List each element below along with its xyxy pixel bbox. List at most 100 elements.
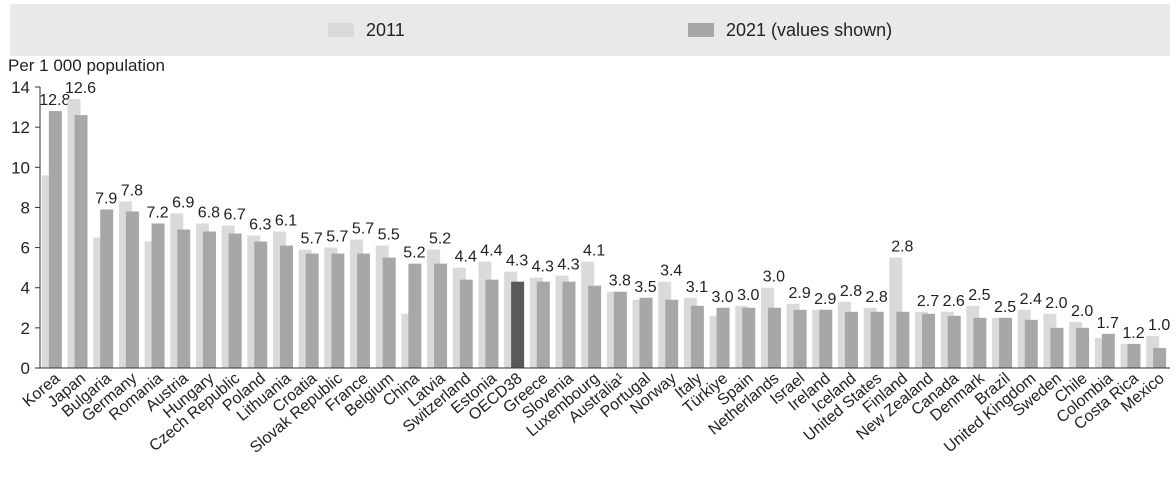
value-label: 12.6: [65, 80, 96, 97]
y-tick-label: 10: [11, 158, 30, 177]
y-tick-label: 2: [21, 319, 30, 338]
value-label: 5.7: [326, 229, 348, 246]
bar-2021: [357, 253, 371, 368]
value-label: 2.5: [994, 299, 1016, 316]
value-label: 6.9: [172, 194, 194, 211]
bar-2021: [639, 297, 653, 368]
bar-2021: [1153, 347, 1167, 368]
value-label: 2.4: [1020, 291, 1042, 308]
value-label: 2.5: [968, 287, 990, 304]
bar-2021: [1101, 333, 1115, 368]
value-label: 5.2: [429, 231, 451, 248]
bar-2021: [228, 233, 242, 368]
bar-2021: [613, 291, 627, 368]
bar-2021: [896, 311, 910, 368]
value-label: 3.0: [763, 269, 785, 286]
bar-2021: [1050, 327, 1064, 368]
value-label: 6.3: [249, 217, 271, 234]
bar-2021: [1127, 343, 1141, 368]
bar-2021: [485, 279, 499, 368]
bar-2021: [922, 313, 936, 368]
value-label: 2.8: [891, 239, 913, 256]
bar-2021: [562, 281, 576, 368]
value-label: 4.3: [557, 257, 579, 274]
bar-2021: [408, 263, 422, 368]
bar-2021: [331, 253, 345, 368]
value-label: 2.0: [1071, 303, 1093, 320]
value-label: 3.5: [634, 279, 656, 296]
y-axis-unit-label: Per 1 000 population: [8, 56, 165, 75]
bar-2021: [947, 315, 961, 368]
bar-2021: [690, 305, 704, 368]
legend-item-2021: 2021 (values shown): [688, 19, 892, 41]
y-tick-label: 12: [11, 118, 30, 137]
bar-2021: [742, 307, 756, 368]
legend-swatch-2021: [688, 23, 714, 37]
bar-2021: [254, 241, 268, 368]
value-label: 6.1: [275, 213, 297, 230]
value-label: 3.0: [711, 289, 733, 306]
legend: 2011 2021 (values shown): [10, 4, 1170, 56]
value-label: 3.0: [737, 287, 759, 304]
value-label: 12.8: [39, 92, 70, 109]
value-label: 5.2: [403, 245, 425, 262]
y-tick-label: 8: [21, 198, 30, 217]
value-label: 1.7: [1097, 315, 1119, 332]
legend-label-2011: 2011: [366, 19, 405, 40]
bar-2021: [999, 317, 1013, 368]
bar-2021: [125, 211, 139, 368]
bar-2021: [151, 223, 165, 368]
value-label: 2.8: [840, 283, 862, 300]
bar-2021: [382, 257, 396, 368]
bar-2021: [305, 253, 319, 368]
value-label: 5.5: [378, 227, 400, 244]
bar-2021: [767, 307, 781, 368]
value-label: 3.1: [686, 279, 708, 296]
value-label: 2.7: [917, 293, 939, 310]
bar-2021: [665, 299, 679, 368]
bar-2021: [716, 307, 730, 368]
bar-2021: [793, 309, 807, 368]
y-tick-label: 0: [21, 359, 30, 378]
value-label: 1.0: [1148, 317, 1170, 334]
value-label: 5.7: [352, 221, 374, 238]
bar-2021: [1024, 319, 1038, 368]
value-label: 7.9: [95, 190, 117, 207]
value-label: 1.2: [1122, 325, 1144, 342]
legend-swatch-2011: [328, 23, 354, 37]
value-label: 3.4: [660, 263, 682, 280]
legend-item-2011: 2011: [328, 19, 405, 41]
bar-2021: [536, 281, 550, 368]
bar-2021: [844, 311, 858, 368]
bar-2021: [48, 111, 62, 368]
value-label: 5.7: [301, 231, 323, 248]
value-label: 3.8: [609, 273, 631, 290]
value-label: 4.4: [455, 249, 477, 266]
y-tick-label: 6: [21, 239, 30, 258]
bar-2021: [870, 311, 884, 368]
bar-2021: [511, 281, 525, 368]
bar-2021: [588, 285, 602, 368]
bar-2021: [459, 279, 473, 368]
value-label: 4.1: [583, 243, 605, 260]
value-label: 2.8: [866, 289, 888, 306]
value-label: 2.9: [814, 291, 836, 308]
bar-2021: [819, 309, 833, 368]
value-label: 2.0: [1045, 295, 1067, 312]
legend-label-2021: 2021 (values shown): [726, 19, 893, 40]
bar-2021: [1076, 327, 1090, 368]
value-label: 7.2: [146, 204, 168, 221]
bar-2021: [177, 229, 191, 368]
value-label: 4.4: [480, 243, 502, 260]
bar-2021: [202, 231, 216, 368]
bar-2021: [973, 317, 987, 368]
value-label: 6.8: [198, 204, 220, 221]
value-label: 4.3: [506, 253, 528, 270]
value-label: 7.8: [121, 182, 143, 199]
bar-2021: [434, 263, 448, 368]
value-label: 4.3: [532, 259, 554, 276]
value-label: 2.9: [788, 285, 810, 302]
value-label: 2.6: [943, 293, 965, 310]
y-tick-label: 4: [21, 279, 30, 298]
